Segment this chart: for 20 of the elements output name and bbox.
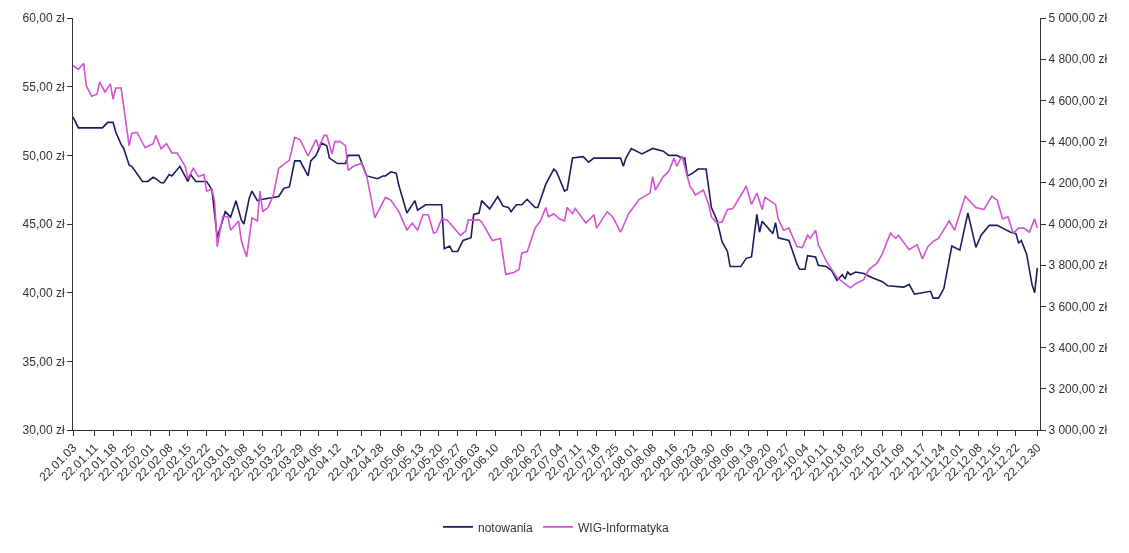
legend-label: WIG-Informatyka: [578, 520, 670, 535]
y-tick-label: 45,00 zł: [22, 217, 65, 232]
y2-tick-label: 3 000,00 zł: [1048, 423, 1108, 438]
y2-tick-label: 4 400,00 zł: [1048, 134, 1108, 149]
y2-tick-label: 3 400,00 zł: [1048, 340, 1108, 355]
y2-tick-label: 5 000,00 zł: [1048, 11, 1108, 26]
y-tick-label: 30,00 zł: [22, 423, 65, 438]
y2-tick-label: 3 200,00 zł: [1048, 382, 1108, 396]
legend-label: notowania: [478, 520, 534, 535]
y2-tick-label: 4 800,00 zł: [1048, 52, 1108, 67]
y-tick-label: 40,00 zł: [22, 285, 65, 300]
y2-tick-label: 3 600,00 zł: [1048, 299, 1108, 314]
y-tick-label: 50,00 zł: [22, 148, 65, 163]
y2-tick-label: 4 600,00 zł: [1048, 93, 1108, 108]
y-tick-label: 55,00 zł: [22, 79, 65, 94]
y2-tick-label: 4 000,00 zł: [1048, 217, 1108, 232]
y2-tick-label: 4 200,00 zł: [1048, 176, 1108, 190]
y2-tick-label: 3 800,00 zł: [1048, 258, 1108, 273]
y-tick-label: 35,00 zł: [22, 354, 65, 369]
y-tick-label: 60,00 zł: [22, 11, 65, 26]
